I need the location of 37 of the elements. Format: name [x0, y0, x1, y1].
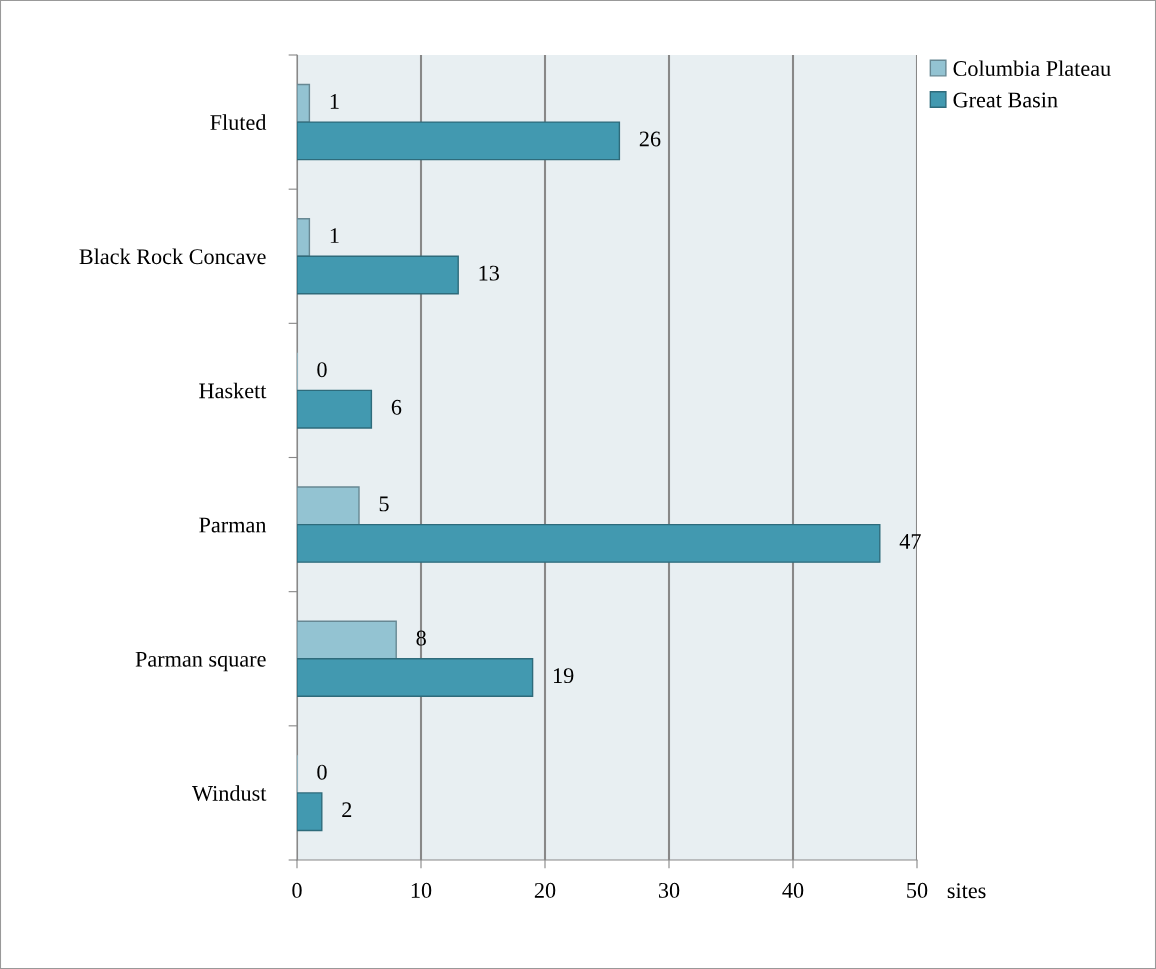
data-label: 19: [554, 668, 574, 684]
bar: [297, 83, 311, 123]
bar: [297, 792, 323, 832]
data-label: 13: [479, 265, 499, 281]
bar: [297, 389, 373, 429]
bar: [297, 486, 360, 526]
legend-label: Great Basin: [953, 92, 1058, 108]
x-tick-label: 20: [534, 882, 556, 898]
data-label: 5: [379, 496, 389, 512]
legend-label: Columbia Plateau: [953, 60, 1111, 77]
data-label: 8: [416, 630, 426, 646]
y-tick-label: Black Rock Concave: [79, 248, 266, 265]
data-label: 0: [317, 362, 327, 378]
data-label: 1: [330, 228, 339, 243]
data-label: 0: [317, 764, 327, 780]
bar: [297, 658, 534, 698]
data-label: 26: [639, 131, 661, 147]
y-tick-label: Haskett: [199, 382, 267, 399]
x-tick-label: 0: [292, 882, 302, 898]
bar: [297, 523, 881, 563]
bar: [297, 255, 459, 295]
y-tick-label: Windust: [192, 785, 267, 801]
bar: [297, 121, 621, 161]
x-axis-title: sites: [947, 883, 986, 899]
x-tick-label: 10: [411, 882, 432, 898]
x-tick-label: 40: [782, 882, 804, 898]
data-label: 1: [330, 93, 339, 109]
data-label: 2: [342, 802, 352, 818]
x-tick-label: 50: [907, 882, 928, 898]
bar: [297, 620, 397, 660]
data-label: 47: [899, 534, 921, 549]
data-label: 6: [391, 399, 402, 415]
x-tick-label: 30: [658, 882, 680, 898]
y-tick-label: Fluted: [210, 114, 267, 131]
y-tick-label: Parman: [199, 517, 267, 533]
y-tick-label: Parman square: [135, 651, 266, 672]
bar: [297, 217, 311, 257]
